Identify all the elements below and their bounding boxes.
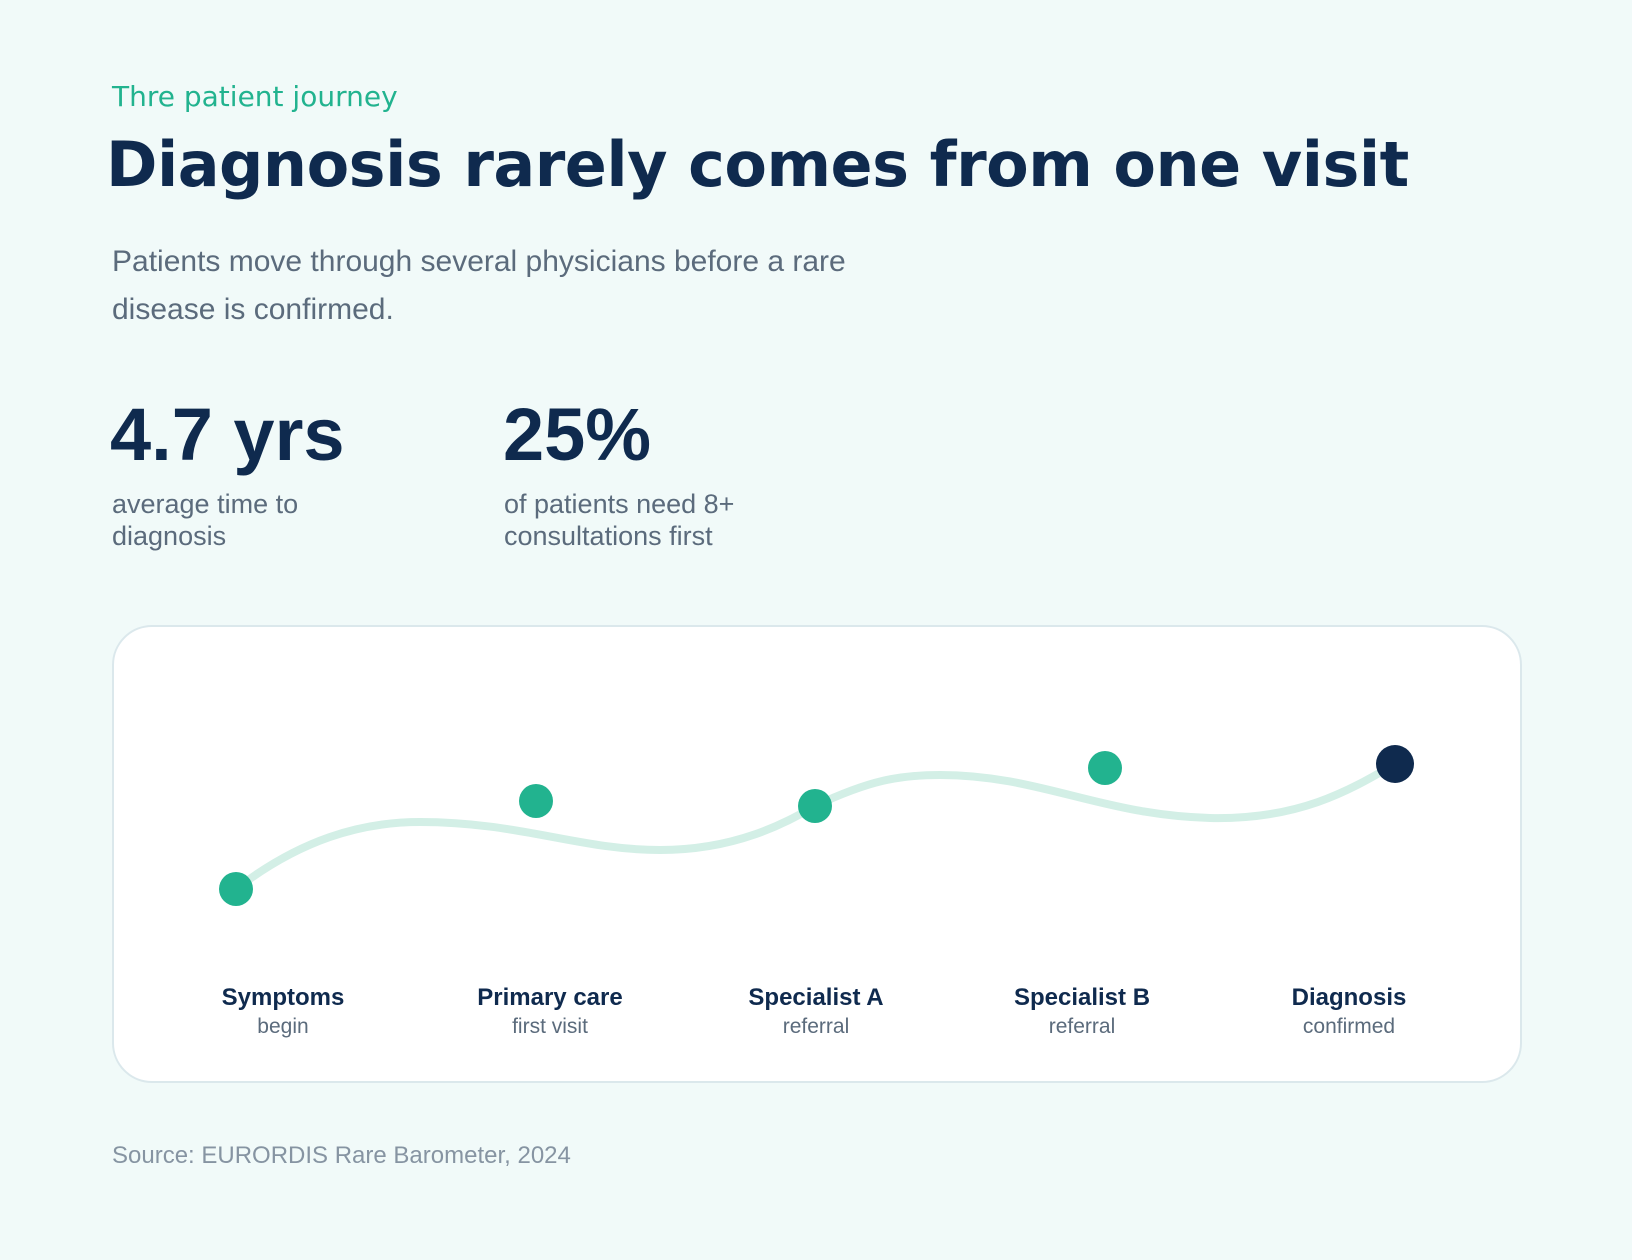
stat-label: of patients need 8+ consultations first bbox=[504, 489, 735, 551]
stage-title: Primary care bbox=[477, 984, 623, 1011]
journey-path bbox=[232, 760, 1399, 893]
stat-value: 4.7 yrs bbox=[110, 393, 345, 476]
stage-title: Diagnosis bbox=[1291, 984, 1407, 1011]
stage-title: Specialist B bbox=[1013, 984, 1151, 1011]
stat-label: average time to diagnosis bbox=[112, 489, 299, 551]
stage-dot bbox=[1376, 745, 1414, 783]
stage-dot bbox=[519, 784, 553, 818]
source: Source: EURORDIS Rare Barometer, 2024 bbox=[112, 1142, 571, 1169]
journey-card bbox=[112, 625, 1522, 1083]
stage-subtitle: confirmed bbox=[1302, 1015, 1396, 1038]
stage-subtitle: first visit bbox=[512, 1015, 588, 1038]
stage-title: Specialist A bbox=[748, 984, 884, 1011]
stat-value: 25% bbox=[503, 393, 652, 476]
stage-subtitle: referral bbox=[782, 1015, 850, 1038]
eyebrow: Thre patient journey bbox=[112, 80, 398, 113]
stage-subtitle: begin bbox=[257, 1015, 309, 1038]
title: Diagnosis rarely comes from one visit bbox=[106, 128, 1409, 201]
stage-dot bbox=[798, 789, 832, 823]
stage-subtitle: referral bbox=[1048, 1015, 1116, 1038]
stage-dot bbox=[219, 872, 253, 906]
stage-dot bbox=[1088, 751, 1122, 785]
subtitle: Patients move through several physicians… bbox=[112, 245, 846, 326]
stage-title: Symptoms bbox=[221, 984, 345, 1011]
